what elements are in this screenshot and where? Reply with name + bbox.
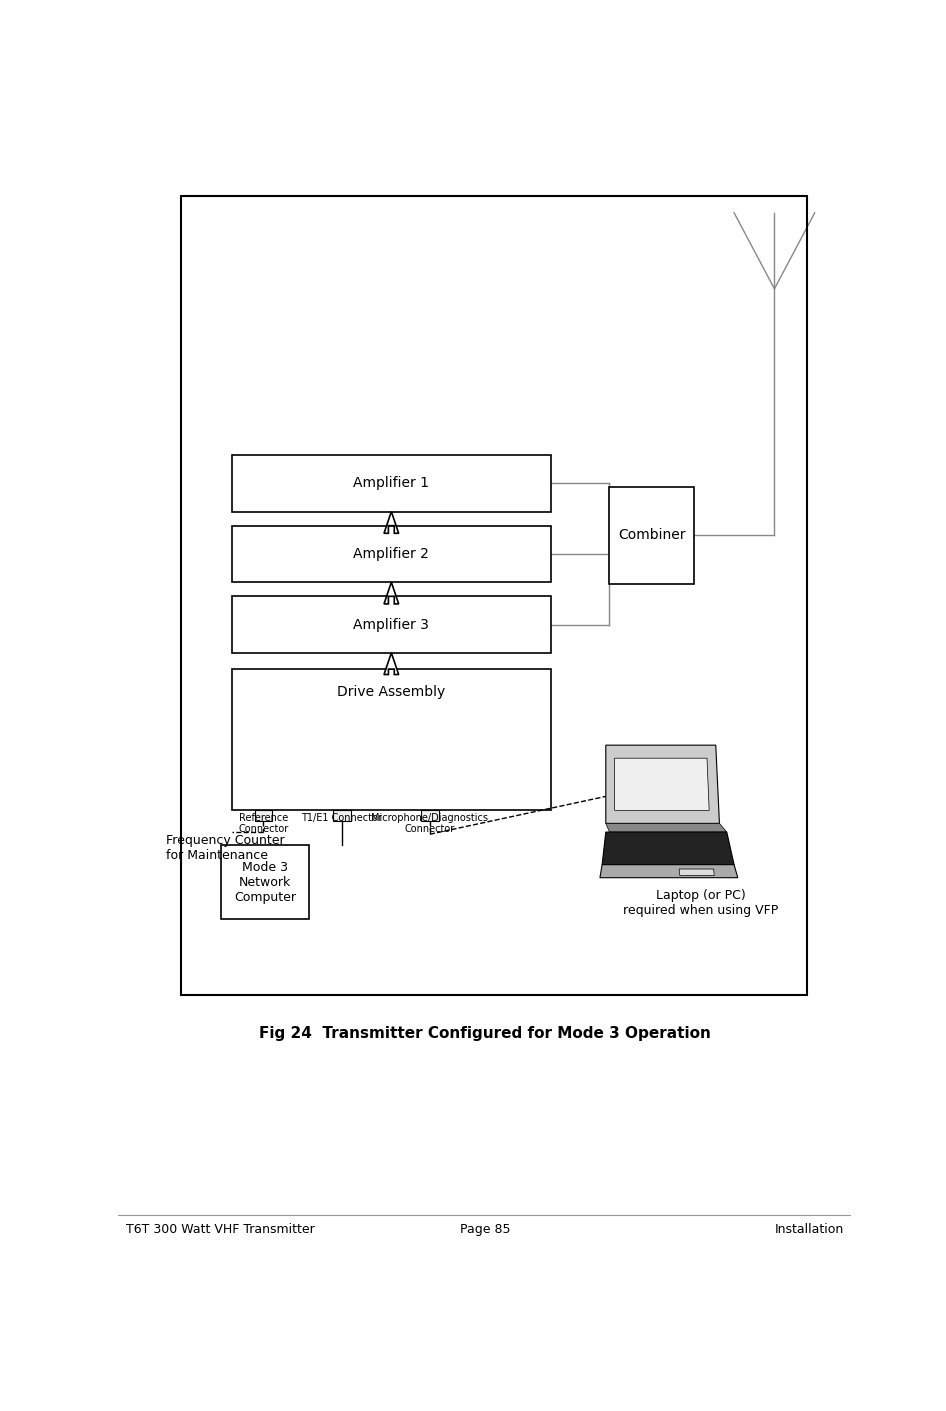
Polygon shape <box>384 583 398 604</box>
Polygon shape <box>679 869 714 875</box>
Bar <box>232 597 551 653</box>
Text: T6T 300 Watt VHF Transmitter: T6T 300 Watt VHF Transmitter <box>126 1223 314 1236</box>
Text: Amplifier 1: Amplifier 1 <box>354 477 429 490</box>
Text: Drive Assembly: Drive Assembly <box>337 686 446 700</box>
Text: Microphone/Diagnostics
Connector: Microphone/Diagnostics Connector <box>372 813 488 834</box>
Text: Fig 24  Transmitter Configured for Mode 3 Operation: Fig 24 Transmitter Configured for Mode 3… <box>259 1026 710 1040</box>
Text: Reference
Connector: Reference Connector <box>238 813 289 834</box>
Bar <box>220 845 308 919</box>
Polygon shape <box>384 512 398 533</box>
Text: Combiner: Combiner <box>618 529 685 542</box>
Text: T1/E1 Connector: T1/E1 Connector <box>302 813 382 823</box>
Bar <box>232 456 551 512</box>
Polygon shape <box>605 745 719 824</box>
Text: Laptop (or PC)
required when using VFP: Laptop (or PC) required when using VFP <box>623 889 779 917</box>
Bar <box>333 810 351 821</box>
Polygon shape <box>605 824 727 832</box>
Text: Mode 3
Network
Computer: Mode 3 Network Computer <box>234 861 296 903</box>
Text: Amplifier 2: Amplifier 2 <box>354 547 429 562</box>
Text: Frequency Counter
for Maintenance: Frequency Counter for Maintenance <box>166 834 285 862</box>
Polygon shape <box>615 758 710 810</box>
Text: Installation: Installation <box>775 1223 844 1236</box>
Bar <box>181 196 807 995</box>
Bar <box>421 810 439 821</box>
Polygon shape <box>600 865 738 878</box>
Bar <box>609 487 693 584</box>
Bar <box>254 810 272 821</box>
Bar <box>232 526 551 583</box>
Polygon shape <box>603 832 734 865</box>
Bar <box>232 669 551 810</box>
Polygon shape <box>384 653 398 674</box>
Text: Amplifier 3: Amplifier 3 <box>354 618 429 632</box>
Text: Page 85: Page 85 <box>460 1223 510 1236</box>
